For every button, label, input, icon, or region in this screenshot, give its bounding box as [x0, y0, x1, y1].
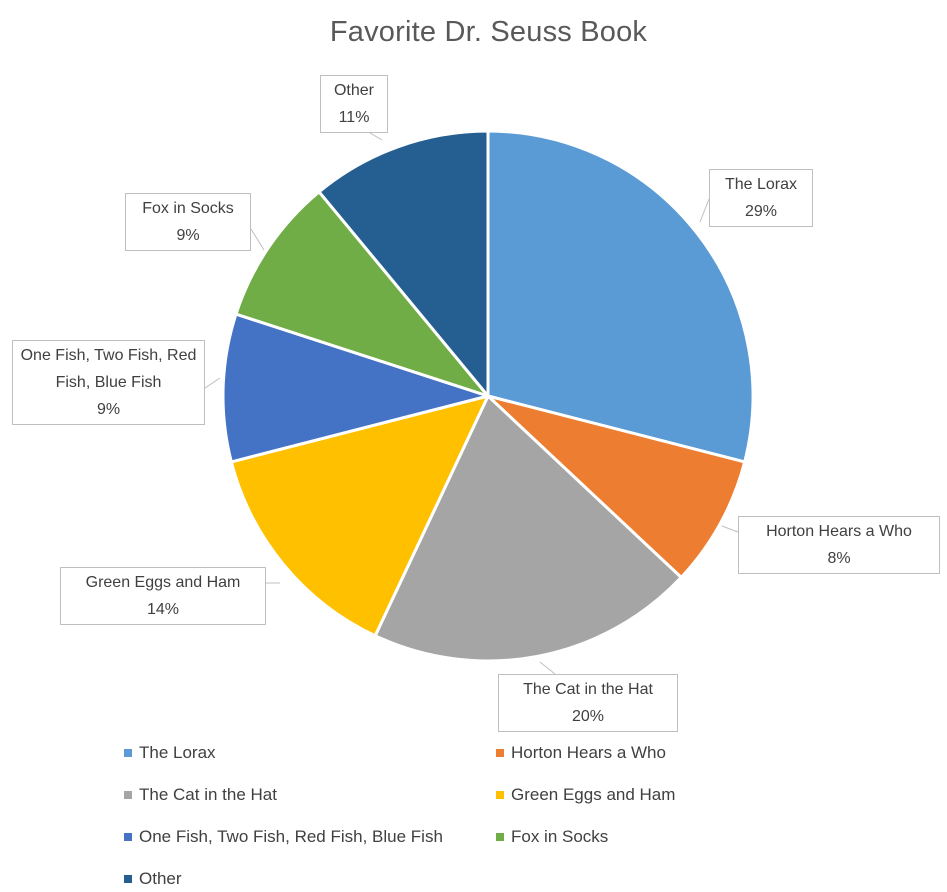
data-label-category: Other — [333, 82, 374, 99]
legend-swatch — [124, 749, 132, 757]
legend-label: The Cat in the Hat — [139, 785, 277, 804]
data-label-the-cat-in-the-hat: The Cat in the Hat 20% — [498, 674, 678, 732]
data-label-fox-in-socks: Fox in Socks 9% — [125, 193, 251, 251]
data-label-category: The Lorax — [724, 176, 798, 193]
legend-swatch — [124, 875, 132, 883]
legend-swatch — [496, 833, 504, 841]
legend-swatch — [124, 833, 132, 841]
pie-slice-one-fish-two-fish-red-fish-blue-fish — [221, 312, 490, 464]
data-label-category: The Cat in the Hat — [523, 681, 653, 698]
pie-slice-the-lorax — [486, 129, 755, 464]
legend-label: Fox in Socks — [511, 827, 609, 846]
legend-label: Horton Hears a Who — [511, 743, 666, 762]
data-label-value: 11% — [338, 109, 370, 126]
legend-label: Green Eggs and Ham — [511, 785, 676, 804]
pie-slice-fox-in-socks — [234, 190, 490, 398]
data-label-other: Other 11% — [320, 75, 388, 133]
chart-title: Favorite Dr. Seuss Book — [329, 16, 648, 48]
data-label-category: One Fish, Two Fish, Red Fish, Blue Fish — [20, 347, 197, 391]
legend-item: Fox in Socks — [496, 827, 608, 847]
legend-swatch — [496, 749, 504, 757]
pie-slice-the-cat-in-the-hat — [373, 394, 683, 663]
leader-line — [250, 228, 265, 251]
data-label-value: 9% — [176, 227, 200, 244]
leader-line — [369, 132, 383, 141]
data-label-value: 14% — [146, 601, 180, 618]
legend-label: Other — [139, 869, 182, 888]
legend-swatch — [496, 791, 504, 799]
data-label-horton-hears-a-who: Horton Hears a Who 8% — [738, 516, 940, 574]
data-label-green-eggs-and-ham: Green Eggs and Ham 14% — [60, 567, 266, 625]
pie-slice-horton-hears-a-who — [486, 394, 747, 579]
data-label-one-fish-two-fish: One Fish, Two Fish, Red Fish, Blue Fish … — [12, 340, 205, 425]
data-label-category: Green Eggs and Ham — [85, 574, 241, 591]
leader-line — [539, 661, 556, 675]
data-label-value: 29% — [744, 203, 778, 220]
leader-line — [721, 525, 739, 533]
data-label-value: 8% — [827, 550, 851, 567]
legend-swatch — [124, 791, 132, 799]
pie-slice-other — [317, 129, 490, 398]
legend-item: Green Eggs and Ham — [496, 785, 675, 805]
pie-slice-green-eggs-and-ham — [229, 394, 490, 638]
legend-item: The Cat in the Hat — [124, 785, 277, 805]
legend-item: The Lorax — [124, 743, 216, 763]
data-label-category: Fox in Socks — [142, 200, 234, 217]
legend-label: One Fish, Two Fish, Red Fish, Blue Fish — [139, 827, 443, 846]
data-label-value: 20% — [571, 708, 605, 725]
data-label-value: 9% — [96, 401, 121, 418]
data-label-category: Horton Hears a Who — [766, 523, 912, 540]
legend-item: Horton Hears a Who — [496, 743, 666, 763]
leader-line — [204, 377, 221, 389]
leader-line — [699, 198, 710, 223]
legend-label: The Lorax — [139, 743, 216, 762]
data-label-the-lorax: The Lorax 29% — [709, 169, 813, 227]
legend-item: Other — [124, 869, 182, 889]
legend-item: One Fish, Two Fish, Red Fish, Blue Fish — [124, 827, 443, 847]
